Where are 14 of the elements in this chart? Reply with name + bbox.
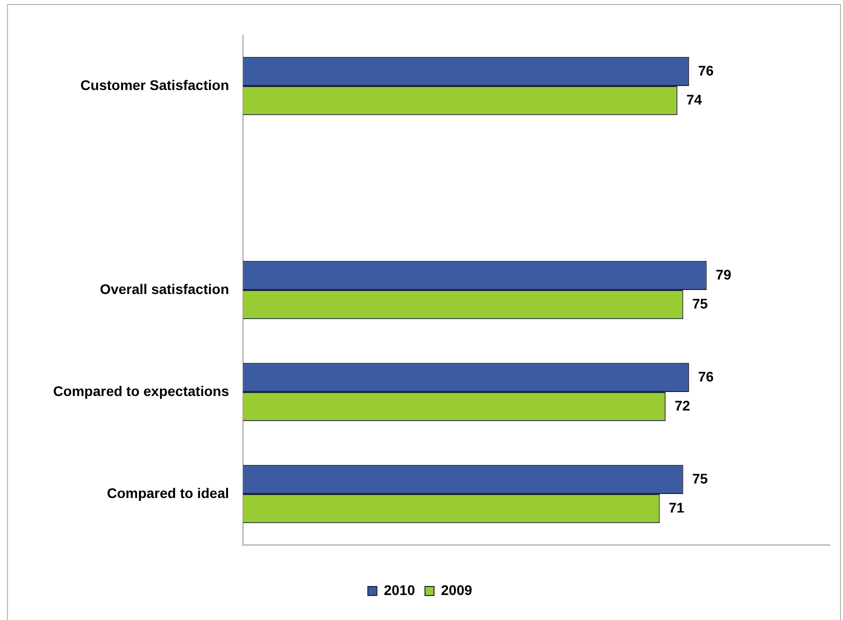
y-tick-label: Compared to ideal [106, 484, 229, 501]
legend-label: 2009 [441, 582, 472, 598]
legend-label: 2010 [384, 582, 416, 598]
data-label: 76 [698, 368, 714, 384]
data-label: 71 [668, 499, 685, 516]
y-tick-label: Compared to expectations [53, 382, 230, 399]
y-tick-label: Overall satisfaction [100, 280, 229, 297]
data-label: 74 [686, 91, 702, 108]
data-label: 79 [716, 266, 732, 282]
data-label: 76 [698, 62, 714, 78]
y-tick-label: Customer Satisfaction [80, 76, 229, 93]
data-label: 75 [692, 470, 708, 486]
data-label: 72 [674, 397, 690, 414]
data-label: 75 [692, 295, 708, 312]
